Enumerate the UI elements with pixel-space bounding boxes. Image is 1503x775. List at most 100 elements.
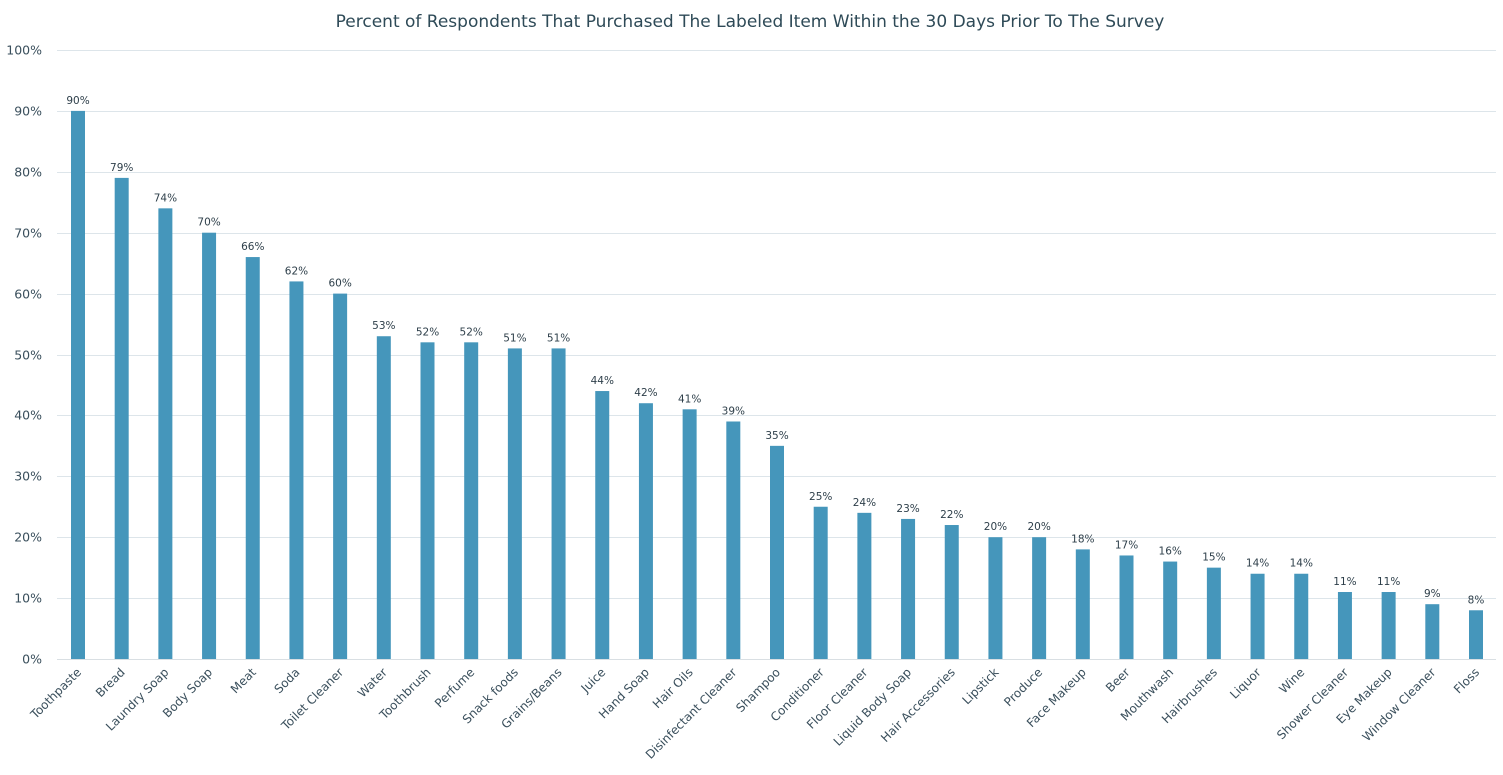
data-label: 70% [197, 217, 220, 229]
bar [71, 110, 85, 659]
data-label: 66% [241, 241, 264, 253]
x-tick-label: Wine [1276, 665, 1307, 696]
bar [638, 403, 653, 659]
data-label: 74% [154, 192, 177, 204]
bar [202, 232, 217, 659]
bar [1469, 610, 1483, 659]
x-tick-label: Liquor [1227, 665, 1263, 701]
y-tick-label: 10% [14, 591, 42, 606]
bar [1206, 567, 1221, 659]
bar [376, 336, 391, 659]
data-label: 22% [940, 509, 963, 521]
data-label: 18% [1071, 533, 1094, 545]
data-label: 15% [1202, 552, 1225, 564]
data-label: 35% [765, 430, 788, 442]
bar [595, 391, 610, 659]
bar [1163, 561, 1178, 659]
x-tick-label: Juice [578, 665, 609, 696]
y-tick-label: 50% [14, 348, 42, 363]
y-axis-ticks: 0% 10% 20% 30% 40% 50% 60% 70% 80% 90% 100% [6, 43, 42, 667]
bar [1381, 592, 1396, 659]
x-tick-label: Perfume [432, 665, 477, 710]
data-label: 20% [1027, 521, 1050, 533]
data-label: 25% [809, 491, 832, 503]
bar [813, 506, 828, 659]
data-label: 8% [1468, 594, 1485, 606]
data-label: 90% [66, 95, 89, 107]
y-tick-label: 80% [14, 165, 42, 180]
x-tick-label: Floss [1451, 665, 1482, 696]
bar [1119, 555, 1134, 659]
bars [71, 110, 1483, 659]
bar [770, 445, 784, 659]
bar [1075, 549, 1090, 659]
data-label: 41% [678, 393, 701, 405]
bar [944, 525, 959, 659]
data-label: 16% [1159, 546, 1182, 558]
data-label: 23% [896, 503, 919, 515]
bar [289, 281, 304, 659]
bar [1294, 573, 1309, 659]
data-label: 39% [722, 405, 745, 417]
bar [114, 177, 129, 659]
data-label: 60% [328, 278, 351, 290]
data-label: 52% [416, 326, 439, 338]
data-label: 11% [1333, 576, 1356, 588]
bar [857, 512, 872, 659]
bar [333, 293, 348, 659]
y-tick-label: 0% [22, 652, 42, 667]
data-label: 14% [1290, 558, 1313, 570]
data-label: 24% [853, 497, 876, 509]
bar [682, 409, 697, 659]
y-tick-label: 20% [14, 530, 42, 545]
bar [901, 518, 916, 659]
data-label: 79% [110, 162, 133, 174]
bar [507, 348, 522, 659]
bar [551, 348, 566, 659]
bar [1032, 537, 1047, 659]
bar [1425, 604, 1440, 659]
bar [726, 421, 741, 659]
x-tick-label: Beer [1103, 665, 1133, 695]
data-label: 9% [1424, 588, 1441, 600]
bar [158, 208, 173, 659]
data-label: 62% [285, 265, 308, 277]
x-tick-label: Produce [1001, 665, 1045, 709]
x-tick-label: Hair Accessories [878, 665, 958, 745]
data-labels: 90% 79% 74% 70% 66% 62% 60% 53% 52% 52% 51% 51% 44% 4… [66, 95, 1484, 606]
data-label: 44% [591, 375, 614, 387]
data-label: 11% [1377, 576, 1400, 588]
chart-title: Percent of Respondents That Purchased Th… [336, 12, 1165, 32]
x-tick-label: Lipstick [959, 665, 1001, 707]
x-tick-label: Meat [228, 665, 259, 696]
x-tick-label: Window Cleaner [1360, 665, 1439, 744]
x-tick-label: Toothpaste [27, 665, 84, 722]
data-label: 42% [634, 387, 657, 399]
y-tick-label: 100% [6, 43, 42, 58]
y-tick-label: 40% [14, 408, 42, 423]
bar [988, 537, 1003, 659]
y-tick-label: 60% [14, 287, 42, 302]
x-tick-label: Bread [93, 665, 128, 700]
data-label: 53% [372, 320, 395, 332]
bar [1337, 592, 1352, 659]
data-label: 51% [547, 332, 570, 344]
y-tick-label: 30% [14, 469, 42, 484]
x-tick-label: Water [355, 665, 390, 700]
bar [464, 342, 479, 659]
bar [420, 342, 435, 659]
data-label: 17% [1115, 539, 1138, 551]
y-tick-label: 70% [14, 226, 42, 241]
data-label: 52% [460, 326, 483, 338]
x-tick-label: Liquid Body Soap [831, 665, 914, 748]
data-label: 14% [1246, 558, 1269, 570]
data-label: 51% [503, 332, 526, 344]
data-label: 20% [984, 521, 1007, 533]
bar [245, 257, 260, 659]
bar [1250, 573, 1265, 659]
x-tick-label: Hair Oils [650, 665, 696, 711]
x-tick-label: Soda [271, 665, 302, 696]
y-tick-label: 90% [14, 104, 42, 119]
